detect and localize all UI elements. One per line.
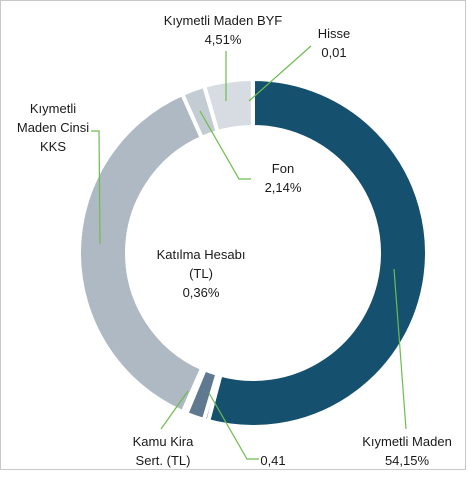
slice-value: 0,36% bbox=[182, 285, 220, 300]
slice-name: Kıymetli Maden BYF bbox=[163, 13, 283, 28]
slice-name: Katılma Hesabı (TL) bbox=[156, 247, 246, 281]
slice-label: Katılma Hesabı (TL) 0,36% bbox=[144, 245, 259, 302]
slice-label: Hisse 0,01 bbox=[309, 24, 359, 62]
slice-name: Kıymetli Maden bbox=[362, 434, 452, 449]
slice-name: Kıymetli Maden Cinsi KKS bbox=[16, 101, 90, 154]
leader-line bbox=[248, 45, 312, 102]
slice-value: 2,14% bbox=[264, 180, 302, 195]
slice-label: Kıymetli Maden BYF 4,51% bbox=[158, 11, 288, 49]
donut-slice bbox=[205, 76, 429, 429]
slice-value: 0,01 bbox=[321, 45, 347, 60]
leader-line bbox=[208, 392, 259, 460]
slice-value: 54,15% bbox=[384, 453, 430, 468]
slice-label: Kamu Kira Sert. (TL) bbox=[123, 432, 203, 470]
slice-name: Hisse bbox=[317, 26, 351, 41]
slice-label: Fon 2,14% bbox=[253, 159, 313, 197]
leader-line bbox=[160, 390, 189, 430]
slice-label: Kıymetli Maden Cinsi KKS bbox=[12, 99, 94, 156]
leader-line bbox=[393, 268, 407, 430]
leader-line bbox=[91, 130, 101, 245]
slice-value: 4,51% bbox=[204, 32, 242, 47]
slice-name: Kamu Kira Sert. (TL) bbox=[132, 434, 194, 468]
slice-label: Kıymetli Maden 54,15% bbox=[352, 432, 462, 470]
slice-label: 0,41 bbox=[253, 451, 293, 470]
leader-line bbox=[199, 110, 251, 180]
donut-slice bbox=[77, 91, 205, 415]
slice-name: Fon bbox=[271, 161, 295, 176]
slice-value: 0,41 bbox=[260, 453, 286, 468]
